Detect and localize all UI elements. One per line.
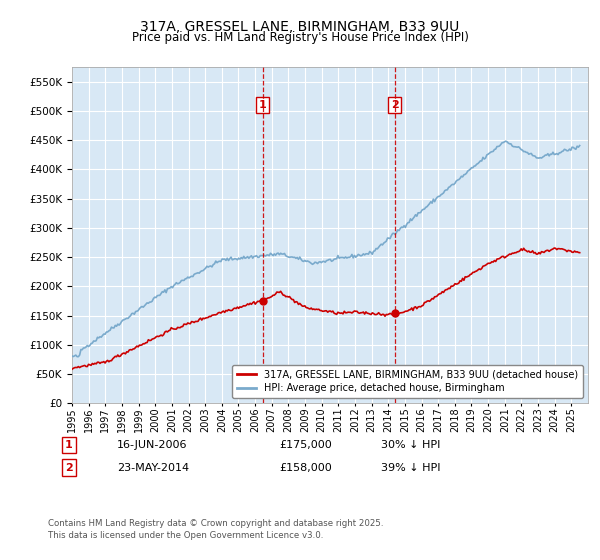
Text: Price paid vs. HM Land Registry's House Price Index (HPI): Price paid vs. HM Land Registry's House … — [131, 31, 469, 44]
Text: 39% ↓ HPI: 39% ↓ HPI — [381, 463, 440, 473]
Text: Contains HM Land Registry data © Crown copyright and database right 2025.
This d: Contains HM Land Registry data © Crown c… — [48, 519, 383, 540]
Text: 2: 2 — [65, 463, 73, 473]
Text: 16-JUN-2006: 16-JUN-2006 — [117, 440, 187, 450]
Text: 2: 2 — [391, 100, 398, 110]
Text: 23-MAY-2014: 23-MAY-2014 — [117, 463, 189, 473]
Text: 1: 1 — [65, 440, 73, 450]
Text: £158,000: £158,000 — [279, 463, 332, 473]
Text: 1: 1 — [259, 100, 266, 110]
Legend: 317A, GRESSEL LANE, BIRMINGHAM, B33 9UU (detached house), HPI: Average price, de: 317A, GRESSEL LANE, BIRMINGHAM, B33 9UU … — [232, 365, 583, 398]
Text: 317A, GRESSEL LANE, BIRMINGHAM, B33 9UU: 317A, GRESSEL LANE, BIRMINGHAM, B33 9UU — [140, 20, 460, 34]
Text: £175,000: £175,000 — [279, 440, 332, 450]
Text: 30% ↓ HPI: 30% ↓ HPI — [381, 440, 440, 450]
